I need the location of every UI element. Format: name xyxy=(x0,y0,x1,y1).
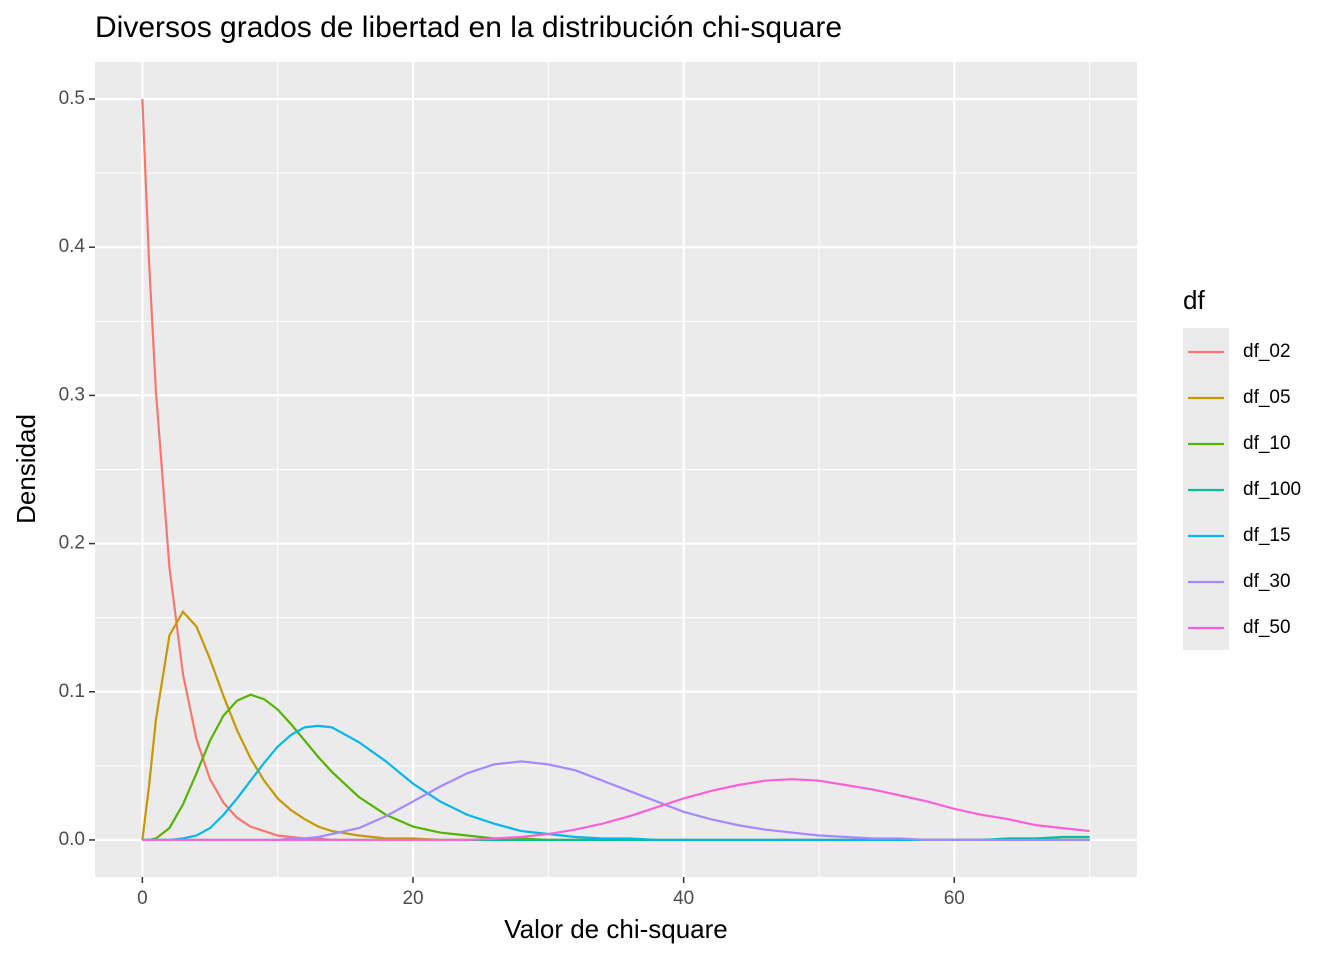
y-tick-label: 0.4 xyxy=(59,236,86,257)
x-tick-label: 40 xyxy=(673,888,694,909)
x-tick-label: 0 xyxy=(137,888,148,909)
legend-label: df_30 xyxy=(1243,571,1291,592)
legend-label: df_15 xyxy=(1243,525,1291,546)
x-tick-label: 20 xyxy=(402,888,423,909)
y-axis-label: Densidad xyxy=(11,414,41,524)
legend-title: df xyxy=(1183,285,1205,315)
legend-label: df_02 xyxy=(1243,341,1291,362)
legend-label: df_05 xyxy=(1243,387,1291,408)
x-tick-label: 60 xyxy=(944,888,965,909)
series-line xyxy=(142,778,1090,842)
chart-title: Diversos grados de libertad en la distri… xyxy=(95,11,842,44)
series-line xyxy=(142,724,1090,842)
lines xyxy=(141,99,1090,842)
y-tick-label: 0.3 xyxy=(59,384,85,405)
legend-label: df_100 xyxy=(1243,479,1301,500)
y-tick-label: 0.1 xyxy=(59,681,85,702)
y-tick-label: 0.2 xyxy=(59,533,85,554)
y-tick-label: 0.5 xyxy=(59,88,85,109)
y-tick-label: 0.0 xyxy=(59,829,85,850)
legend-label: df_50 xyxy=(1243,617,1291,638)
x-axis-label: Valor de chi-square xyxy=(504,914,728,944)
legend-label: df_10 xyxy=(1243,433,1291,454)
